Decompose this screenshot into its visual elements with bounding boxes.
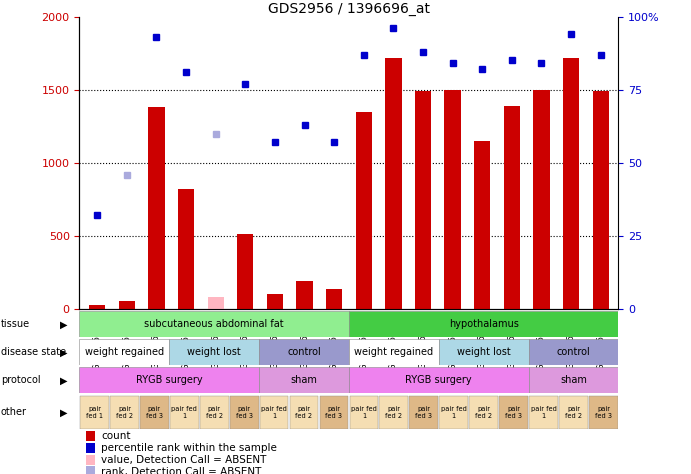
Bar: [169, 339, 259, 365]
Text: ▶: ▶: [60, 407, 67, 418]
Bar: [444, 90, 461, 309]
Text: other: other: [1, 407, 27, 418]
Text: control: control: [557, 347, 590, 357]
Text: pair
fed 1: pair fed 1: [86, 406, 103, 419]
Text: disease state: disease state: [1, 347, 66, 357]
Bar: [79, 311, 349, 337]
Text: ▶: ▶: [60, 375, 67, 385]
Text: pair fed
1: pair fed 1: [351, 406, 377, 419]
Text: pair
fed 2: pair fed 2: [386, 406, 402, 419]
Text: pair fed
1: pair fed 1: [531, 406, 556, 419]
Text: percentile rank within the sample: percentile rank within the sample: [101, 443, 277, 453]
Bar: [379, 396, 408, 429]
Bar: [207, 297, 224, 309]
Text: pair
fed 3: pair fed 3: [595, 406, 612, 419]
Text: ▶: ▶: [60, 347, 67, 357]
Bar: [119, 301, 135, 309]
Bar: [385, 57, 401, 309]
Text: sham: sham: [291, 375, 317, 385]
Text: tissue: tissue: [1, 319, 30, 329]
Text: pair
fed 2: pair fed 2: [565, 406, 582, 419]
Bar: [439, 396, 468, 429]
Bar: [504, 106, 520, 309]
Text: RYGB surgery: RYGB surgery: [406, 375, 472, 385]
Text: weight regained: weight regained: [354, 347, 433, 357]
Bar: [320, 396, 348, 429]
Text: pair
fed 2: pair fed 2: [116, 406, 133, 419]
Bar: [529, 339, 618, 365]
Text: ▶: ▶: [60, 319, 67, 329]
Text: pair
fed 3: pair fed 3: [325, 406, 343, 419]
Bar: [79, 367, 259, 393]
Text: protocol: protocol: [1, 375, 40, 385]
Text: rank, Detection Call = ABSENT: rank, Detection Call = ABSENT: [101, 466, 261, 474]
Bar: [296, 281, 312, 309]
Bar: [260, 396, 288, 429]
Bar: [178, 189, 194, 309]
Text: weight lost: weight lost: [187, 347, 241, 357]
Bar: [356, 112, 372, 309]
Title: GDS2956 / 1396696_at: GDS2956 / 1396696_at: [268, 1, 430, 16]
Bar: [410, 396, 438, 429]
Bar: [474, 141, 491, 309]
Bar: [529, 396, 558, 429]
Text: pair
fed 3: pair fed 3: [415, 406, 433, 419]
Bar: [469, 396, 498, 429]
Bar: [563, 57, 579, 309]
Text: pair
fed 3: pair fed 3: [505, 406, 522, 419]
Bar: [439, 339, 529, 365]
Text: sham: sham: [560, 375, 587, 385]
Bar: [230, 396, 258, 429]
Bar: [259, 367, 349, 393]
Bar: [350, 396, 378, 429]
Text: control: control: [287, 347, 321, 357]
Text: count: count: [101, 431, 131, 441]
Text: pair fed
1: pair fed 1: [261, 406, 287, 419]
Bar: [349, 311, 618, 337]
Text: pair
fed 2: pair fed 2: [475, 406, 492, 419]
Bar: [533, 90, 549, 309]
Text: value, Detection Call = ABSENT: value, Detection Call = ABSENT: [101, 455, 266, 465]
Text: pair
fed 2: pair fed 2: [206, 406, 223, 419]
Bar: [79, 339, 169, 365]
Text: pair
fed 2: pair fed 2: [296, 406, 312, 419]
Bar: [415, 91, 431, 309]
Bar: [290, 396, 319, 429]
Text: weight regained: weight regained: [85, 347, 164, 357]
Bar: [200, 396, 229, 429]
Bar: [140, 396, 169, 429]
Bar: [589, 396, 618, 429]
Text: pair
fed 3: pair fed 3: [236, 406, 253, 419]
Text: pair fed
1: pair fed 1: [171, 406, 197, 419]
Bar: [80, 396, 108, 429]
Bar: [170, 396, 198, 429]
Text: pair
fed 3: pair fed 3: [146, 406, 163, 419]
Bar: [149, 107, 164, 309]
Bar: [259, 339, 349, 365]
Bar: [529, 367, 618, 393]
Text: hypothalamus: hypothalamus: [448, 319, 519, 329]
Text: weight lost: weight lost: [457, 347, 511, 357]
Bar: [349, 367, 529, 393]
Bar: [89, 305, 105, 309]
Text: RYGB surgery: RYGB surgery: [136, 375, 202, 385]
Text: subcutaneous abdominal fat: subcutaneous abdominal fat: [144, 319, 284, 329]
Bar: [500, 396, 528, 429]
Bar: [559, 396, 588, 429]
Bar: [237, 235, 254, 309]
Bar: [326, 289, 342, 309]
Bar: [349, 339, 439, 365]
Bar: [267, 294, 283, 309]
Bar: [110, 396, 139, 429]
Text: pair fed
1: pair fed 1: [441, 406, 466, 419]
Bar: [592, 91, 609, 309]
